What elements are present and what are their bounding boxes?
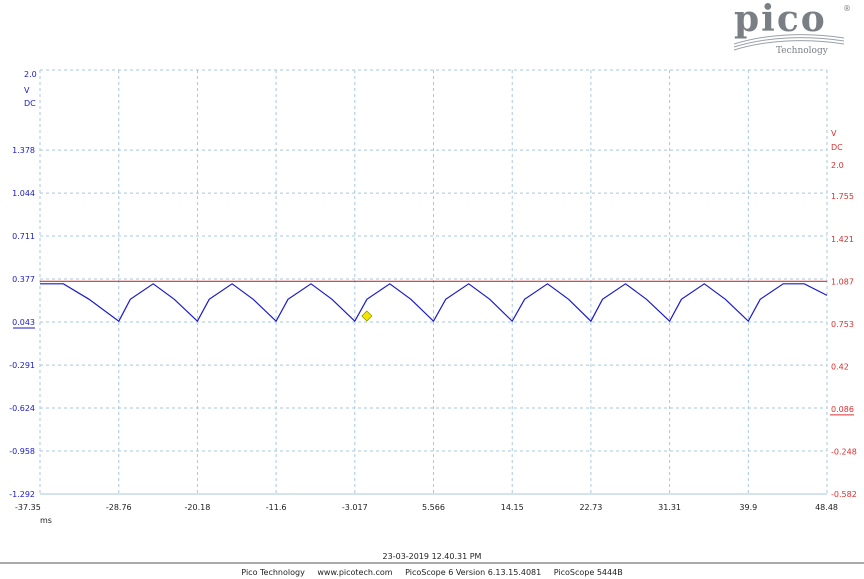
left-tick-label: 0.043 xyxy=(12,318,35,327)
left-tick-label: -1.292 xyxy=(9,490,35,499)
right-tick-label: 0.753 xyxy=(831,320,854,329)
capture-timestamp: 23-03-2019 12.40.31 PM xyxy=(382,552,482,561)
footer-company: Pico Technology xyxy=(241,568,305,577)
footer-software-version: PicoScope 6 Version 6.13.15.4081 xyxy=(405,568,542,577)
logo-tagline: Technology xyxy=(776,46,828,56)
right-tick-label: -0.248 xyxy=(831,447,857,456)
x-tick-label: -11.6 xyxy=(266,503,287,512)
left-tick-label: 0.711 xyxy=(12,232,35,241)
left-axis-unit: V xyxy=(24,86,30,95)
x-tick-label: 48.48 xyxy=(815,503,838,512)
right-axis-unit: V xyxy=(831,129,837,138)
logo-registered-mark: ® xyxy=(843,4,851,13)
x-tick-label: -37.35 xyxy=(15,503,41,512)
logo-wordmark: pico xyxy=(734,0,827,40)
x-tick-label: 39.9 xyxy=(739,503,757,512)
x-tick-label: -28.76 xyxy=(106,503,132,512)
left-tick-label: -0.958 xyxy=(9,447,35,456)
footer-info: Pico Technology www.picotech.com PicoSco… xyxy=(0,568,864,577)
x-tick-label: 22.73 xyxy=(579,503,602,512)
left-tick-label: 0.377 xyxy=(12,275,35,284)
footer-device: PicoScope 5444B xyxy=(553,568,623,577)
right-tick-label: 2.0 xyxy=(831,161,844,170)
right-tick-label: 0.086 xyxy=(831,405,854,414)
footer-website[interactable]: www.picotech.com xyxy=(317,568,393,577)
right-tick-label: 1.087 xyxy=(831,277,854,286)
right-axis-ticks: 2.0 1.755 1.421 1.087 0.753 0.42 0.086 -0.248 -0… xyxy=(830,161,857,499)
channel-a-waveform xyxy=(40,283,828,323)
left-tick-label: -0.291 xyxy=(9,361,35,370)
right-tick-label: 1.421 xyxy=(831,235,854,244)
x-tick-label: -3.017 xyxy=(342,503,368,512)
pico-technology-logo: pico ® Technology xyxy=(726,0,852,60)
left-tick-label: -0.624 xyxy=(9,404,35,413)
left-axis-coupling: DC xyxy=(24,99,36,108)
left-axis-top-label: 2.0 xyxy=(24,70,37,79)
trigger-marker-icon xyxy=(361,310,373,322)
logo-swoosh-icon xyxy=(733,34,845,51)
left-tick-label: 1.044 xyxy=(12,189,35,198)
x-axis-ticks: -37.35 -28.76 -20.18 -11.6 -3.017 5.566 14.15 2… xyxy=(15,503,838,512)
grid xyxy=(39,69,828,495)
left-axis-ticks: 1.378 1.044 0.711 0.377 0.043 -0.291 -0.624 -0.… xyxy=(9,146,35,499)
x-axis-unit: ms xyxy=(40,516,52,525)
left-tick-label: 1.378 xyxy=(12,146,35,155)
x-tick-label: 14.15 xyxy=(501,503,524,512)
right-axis-coupling: DC xyxy=(831,143,843,152)
waveforms xyxy=(40,280,828,323)
x-tick-label: 5.566 xyxy=(422,503,445,512)
right-tick-label: 0.42 xyxy=(831,362,849,371)
right-tick-label: 1.755 xyxy=(831,192,854,201)
x-tick-label: 31.31 xyxy=(658,503,681,512)
x-tick-label: -20.18 xyxy=(185,503,211,512)
markers xyxy=(361,310,373,322)
right-tick-label: -0.582 xyxy=(831,490,857,499)
